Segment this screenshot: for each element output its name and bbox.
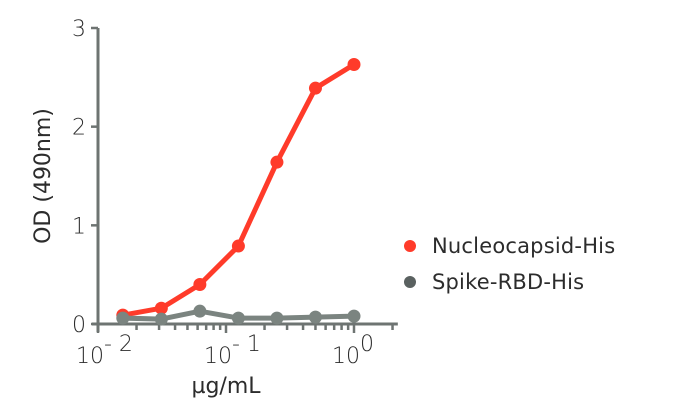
x-tick-label: 10	[204, 344, 232, 369]
legend-label: Nucleocapsid-His	[432, 234, 616, 258]
x-tick-label: 10	[76, 344, 104, 369]
data-point	[347, 58, 361, 72]
data-point	[154, 312, 168, 326]
x-tick-label: 10	[332, 344, 360, 369]
y-tick-label: 1	[72, 214, 86, 239]
x-tick-exponent: 0	[360, 332, 374, 357]
data-point	[116, 311, 130, 325]
data-point	[231, 239, 245, 253]
data-point	[347, 309, 361, 323]
data-series	[116, 58, 361, 326]
x-tick-exponent: - 1	[232, 332, 261, 357]
data-point	[308, 310, 322, 324]
data-point	[308, 81, 322, 95]
y-tick-label: 0	[72, 313, 86, 338]
data-point	[193, 278, 207, 292]
series-nucleocapsid-his	[116, 58, 361, 322]
y-axis-title: OD (490nm)	[31, 108, 56, 244]
x-tick-exponent: - 2	[104, 332, 133, 357]
y-tick-label: 2	[72, 116, 86, 141]
legend-item-spike-rbd: Spike-RBD-His	[404, 264, 615, 300]
legend-label: Spike-RBD-His	[432, 270, 585, 294]
legend: Nucleocapsid-His Spike-RBD-His	[404, 228, 615, 300]
legend-item-nucleocapsid: Nucleocapsid-His	[404, 228, 615, 264]
data-point	[193, 304, 207, 318]
data-point	[231, 311, 245, 325]
series-spike-rbd-his	[116, 304, 361, 326]
legend-marker-icon	[404, 276, 416, 288]
x-axis-title: µg/mL	[191, 374, 261, 399]
y-tick-label: 3	[72, 17, 86, 42]
data-point	[154, 301, 168, 315]
data-point	[270, 155, 284, 169]
data-point	[270, 311, 284, 325]
legend-marker-icon	[404, 240, 416, 252]
